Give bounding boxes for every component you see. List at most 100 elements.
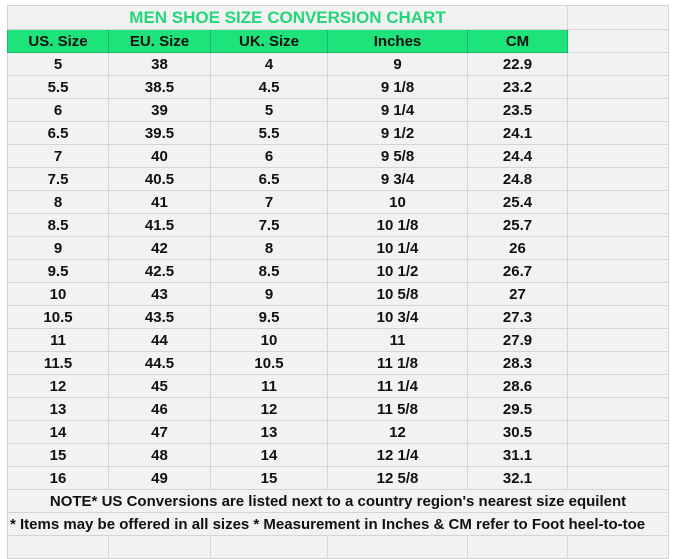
table-cell[interactable]: 9 bbox=[210, 282, 328, 306]
table-cell[interactable]: 41 bbox=[108, 190, 211, 214]
table-cell[interactable]: 30.5 bbox=[467, 420, 568, 444]
empty-cell[interactable] bbox=[567, 75, 669, 99]
table-cell[interactable]: 9 1/8 bbox=[327, 75, 468, 99]
empty-cell[interactable] bbox=[567, 213, 669, 237]
column-header[interactable]: CM bbox=[467, 29, 568, 53]
column-header[interactable]: EU. Size bbox=[108, 29, 211, 53]
table-cell[interactable]: 10 1/4 bbox=[327, 236, 468, 260]
table-cell[interactable]: 26 bbox=[467, 236, 568, 260]
empty-cell[interactable] bbox=[108, 535, 211, 559]
empty-cell[interactable] bbox=[567, 98, 669, 122]
table-cell[interactable]: 47 bbox=[108, 420, 211, 444]
table-cell[interactable]: 11 5/8 bbox=[327, 397, 468, 421]
table-cell[interactable]: 8.5 bbox=[210, 259, 328, 283]
empty-cell[interactable] bbox=[210, 535, 328, 559]
table-cell[interactable]: 9.5 bbox=[7, 259, 109, 283]
table-cell[interactable]: 6.5 bbox=[7, 121, 109, 145]
empty-cell[interactable] bbox=[7, 535, 109, 559]
table-cell[interactable]: 4 bbox=[210, 52, 328, 76]
table-cell[interactable]: 12 5/8 bbox=[327, 466, 468, 490]
table-cell[interactable]: 39.5 bbox=[108, 121, 211, 145]
note-text[interactable]: * Items may be offered in all sizes * Me… bbox=[7, 512, 669, 536]
table-cell[interactable]: 10.5 bbox=[7, 305, 109, 329]
table-cell[interactable]: 10 1/8 bbox=[327, 213, 468, 237]
empty-cell[interactable] bbox=[567, 52, 669, 76]
table-cell[interactable]: 7.5 bbox=[210, 213, 328, 237]
chart-title[interactable]: MEN SHOE SIZE CONVERSION CHART bbox=[7, 5, 568, 30]
empty-cell[interactable] bbox=[567, 351, 669, 375]
table-cell[interactable]: 9 bbox=[327, 52, 468, 76]
table-cell[interactable]: 49 bbox=[108, 466, 211, 490]
empty-cell[interactable] bbox=[567, 535, 669, 559]
table-cell[interactable]: 9 3/4 bbox=[327, 167, 468, 191]
table-cell[interactable]: 46 bbox=[108, 397, 211, 421]
table-cell[interactable]: 5 bbox=[210, 98, 328, 122]
table-cell[interactable]: 11 1/8 bbox=[327, 351, 468, 375]
table-cell[interactable]: 44.5 bbox=[108, 351, 211, 375]
table-cell[interactable]: 10 bbox=[7, 282, 109, 306]
table-cell[interactable]: 40 bbox=[108, 144, 211, 168]
empty-cell[interactable] bbox=[567, 397, 669, 421]
empty-cell[interactable] bbox=[567, 167, 669, 191]
table-cell[interactable]: 9 bbox=[7, 236, 109, 260]
table-cell[interactable]: 9 1/2 bbox=[327, 121, 468, 145]
empty-cell[interactable] bbox=[567, 144, 669, 168]
table-cell[interactable]: 14 bbox=[7, 420, 109, 444]
table-cell[interactable]: 6 bbox=[210, 144, 328, 168]
table-cell[interactable]: 32.1 bbox=[467, 466, 568, 490]
note-text[interactable]: NOTE* US Conversions are listed next to … bbox=[7, 489, 669, 513]
empty-cell[interactable] bbox=[567, 5, 669, 30]
table-cell[interactable]: 45 bbox=[108, 374, 211, 398]
table-cell[interactable]: 29.5 bbox=[467, 397, 568, 421]
table-cell[interactable]: 10 bbox=[327, 190, 468, 214]
table-cell[interactable]: 13 bbox=[7, 397, 109, 421]
empty-cell[interactable] bbox=[567, 420, 669, 444]
table-cell[interactable]: 6 bbox=[7, 98, 109, 122]
table-cell[interactable]: 10.5 bbox=[210, 351, 328, 375]
table-cell[interactable]: 15 bbox=[210, 466, 328, 490]
table-cell[interactable]: 11 bbox=[7, 328, 109, 352]
table-cell[interactable]: 8.5 bbox=[7, 213, 109, 237]
column-header[interactable]: US. Size bbox=[7, 29, 109, 53]
table-cell[interactable]: 8 bbox=[7, 190, 109, 214]
table-cell[interactable]: 44 bbox=[108, 328, 211, 352]
empty-cell[interactable] bbox=[567, 328, 669, 352]
empty-cell[interactable] bbox=[567, 305, 669, 329]
table-cell[interactable]: 10 3/4 bbox=[327, 305, 468, 329]
empty-cell[interactable] bbox=[327, 535, 468, 559]
table-cell[interactable]: 9 1/4 bbox=[327, 98, 468, 122]
table-cell[interactable]: 15 bbox=[7, 443, 109, 467]
table-cell[interactable]: 12 bbox=[327, 420, 468, 444]
empty-cell[interactable] bbox=[567, 121, 669, 145]
table-cell[interactable]: 5.5 bbox=[210, 121, 328, 145]
empty-cell[interactable] bbox=[567, 236, 669, 260]
table-cell[interactable]: 11.5 bbox=[7, 351, 109, 375]
table-cell[interactable]: 31.1 bbox=[467, 443, 568, 467]
empty-cell[interactable] bbox=[467, 535, 568, 559]
table-cell[interactable]: 5.5 bbox=[7, 75, 109, 99]
table-cell[interactable]: 12 bbox=[210, 397, 328, 421]
empty-cell[interactable] bbox=[567, 466, 669, 490]
table-cell[interactable]: 40.5 bbox=[108, 167, 211, 191]
table-cell[interactable]: 16 bbox=[7, 466, 109, 490]
table-cell[interactable]: 4.5 bbox=[210, 75, 328, 99]
table-cell[interactable]: 9 5/8 bbox=[327, 144, 468, 168]
empty-cell[interactable] bbox=[567, 259, 669, 283]
table-cell[interactable]: 48 bbox=[108, 443, 211, 467]
empty-cell[interactable] bbox=[567, 282, 669, 306]
table-cell[interactable]: 38.5 bbox=[108, 75, 211, 99]
table-cell[interactable]: 43 bbox=[108, 282, 211, 306]
table-cell[interactable]: 11 bbox=[210, 374, 328, 398]
table-cell[interactable]: 11 1/4 bbox=[327, 374, 468, 398]
table-cell[interactable]: 8 bbox=[210, 236, 328, 260]
table-cell[interactable]: 9.5 bbox=[210, 305, 328, 329]
table-cell[interactable]: 14 bbox=[210, 443, 328, 467]
table-cell[interactable]: 27 bbox=[467, 282, 568, 306]
table-cell[interactable]: 23.2 bbox=[467, 75, 568, 99]
table-cell[interactable]: 25.7 bbox=[467, 213, 568, 237]
table-cell[interactable]: 28.6 bbox=[467, 374, 568, 398]
empty-cell[interactable] bbox=[567, 374, 669, 398]
table-cell[interactable]: 25.4 bbox=[467, 190, 568, 214]
table-cell[interactable]: 12 1/4 bbox=[327, 443, 468, 467]
table-cell[interactable]: 23.5 bbox=[467, 98, 568, 122]
